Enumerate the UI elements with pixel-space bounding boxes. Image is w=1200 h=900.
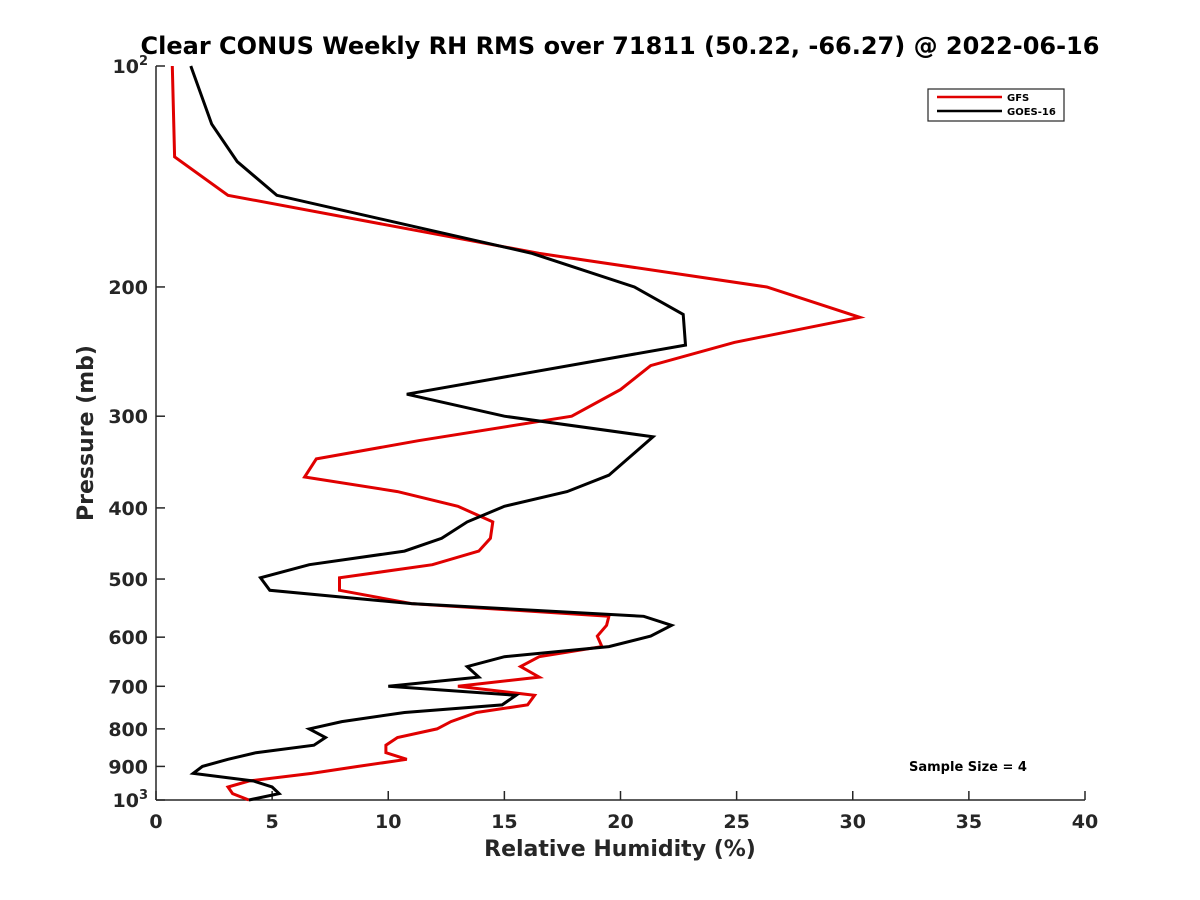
x-axis-ticks: 0 5 10 15 20 25 30 35 40 (149, 791, 1098, 833)
x-tick-label: 5 (266, 811, 279, 833)
x-tick-label: 0 (149, 811, 162, 833)
y-tick-label: 700 (108, 676, 148, 698)
legend-box (927, 88, 1065, 122)
y-tick-label: 500 (108, 569, 148, 591)
legend: GFS GOES-16 (927, 88, 1065, 122)
y-tick-label: 200 (108, 277, 148, 299)
series-line-goes-16 (189, 65, 688, 802)
x-tick-label: 35 (956, 811, 982, 833)
x-tick-label: 30 (840, 811, 866, 833)
series-lines (170, 65, 866, 802)
y-tick-label: 103 (113, 788, 149, 812)
y-tick-label-exponent: 3 (139, 788, 148, 803)
x-tick-label: 15 (491, 811, 517, 833)
x-tick-label: 25 (723, 811, 749, 833)
y-tick-label: 600 (108, 627, 148, 649)
y-tick-label-exponent: 2 (139, 54, 148, 69)
x-tick-label: 40 (1072, 811, 1098, 833)
x-axis-label: Relative Humidity (%) (484, 837, 756, 862)
y-tick-label: 300 (108, 406, 148, 428)
y-tick-label-base: 10 (113, 790, 139, 812)
chart-title: Clear CONUS Weekly RH RMS over 71811 (50… (141, 32, 1100, 60)
series-line-gfs (170, 65, 866, 802)
y-tick-label: 400 (108, 498, 148, 520)
sample-size-annotation: Sample Size = 4 (909, 760, 1027, 775)
y-axis-label: Pressure (mb) (74, 345, 99, 521)
y-tick-label: 102 (113, 54, 149, 78)
legend-label-goes-16: GOES-16 (1007, 107, 1056, 118)
x-tick-label: 10 (375, 811, 401, 833)
y-tick-label: 900 (108, 756, 148, 778)
legend-label-gfs: GFS (1007, 93, 1029, 104)
y-tick-label-base: 10 (113, 56, 139, 78)
x-tick-label: 20 (607, 811, 633, 833)
y-tick-label: 800 (108, 719, 148, 741)
